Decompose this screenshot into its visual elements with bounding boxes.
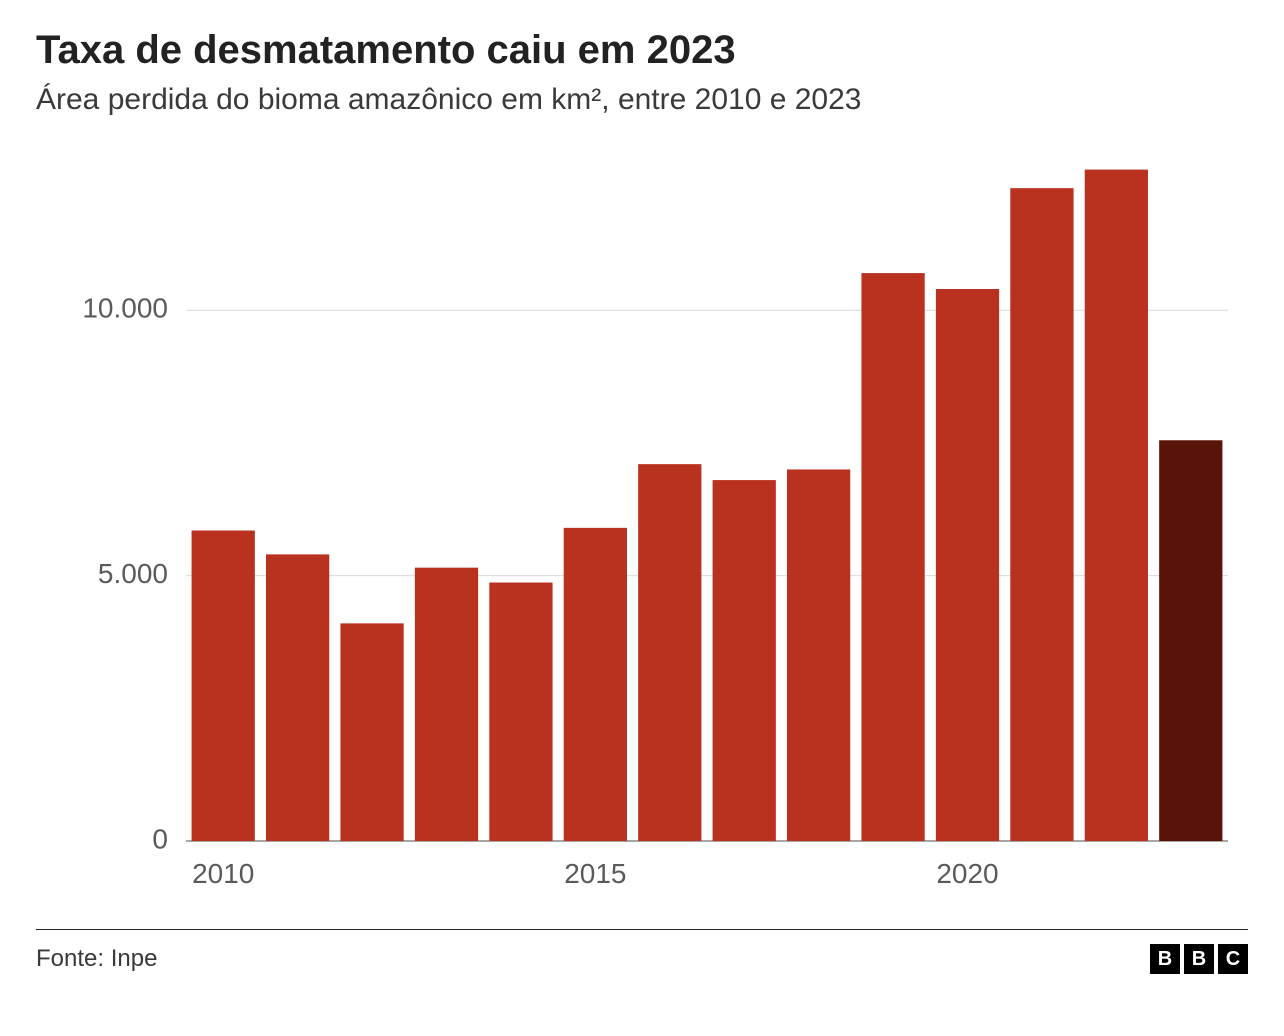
y-tick-label: 0 xyxy=(152,823,168,854)
chart-container: Taxa de desmatamento caiu em 2023 Área p… xyxy=(0,0,1284,1036)
y-tick-label: 10.000 xyxy=(82,293,168,324)
bar xyxy=(713,480,776,841)
chart-title: Taxa de desmatamento caiu em 2023 xyxy=(36,28,1248,73)
plot-area: 0 5.000 10.000 2010 2015 2020 xyxy=(36,141,1248,911)
bar xyxy=(192,531,255,842)
bar xyxy=(415,568,478,841)
bar xyxy=(1159,440,1222,841)
chart-subtitle: Área perdida do bioma amazônico em km², … xyxy=(36,83,1248,117)
bar xyxy=(787,469,850,841)
bar xyxy=(861,273,924,841)
bbc-logo-letter: B xyxy=(1150,944,1180,974)
bbc-logo: B B C xyxy=(1150,944,1248,974)
x-tick-label: 2020 xyxy=(936,858,998,889)
bar xyxy=(489,583,552,841)
bar xyxy=(936,289,999,841)
bar xyxy=(1085,170,1148,841)
bar xyxy=(638,464,701,841)
bbc-logo-letter: C xyxy=(1218,944,1248,974)
x-tick-label: 2015 xyxy=(564,858,626,889)
bar xyxy=(340,623,403,841)
bbc-logo-letter: B xyxy=(1184,944,1214,974)
bar-chart-svg: 0 5.000 10.000 2010 2015 2020 xyxy=(36,141,1248,911)
bar xyxy=(266,554,329,841)
source-label: Fonte: Inpe xyxy=(36,945,157,973)
chart-footer: Fonte: Inpe B B C xyxy=(36,929,1248,974)
bar xyxy=(1010,188,1073,841)
x-tick-label: 2010 xyxy=(192,858,254,889)
bar xyxy=(564,528,627,841)
y-tick-label: 5.000 xyxy=(98,558,168,589)
